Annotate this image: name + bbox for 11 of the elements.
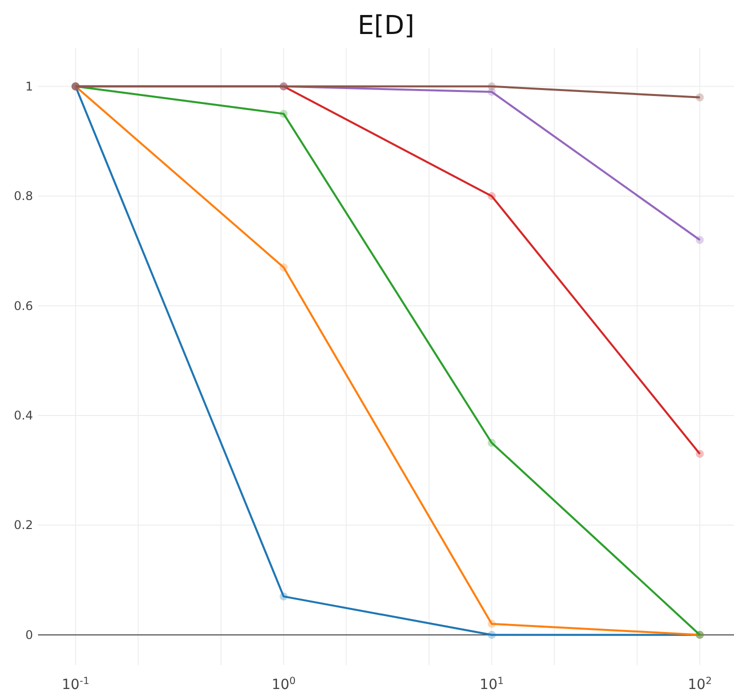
y-tick-label: 1 bbox=[25, 79, 33, 94]
y-tick-label: 0.2 bbox=[14, 518, 33, 532]
x-tick-label: 10$^{-1}$ bbox=[62, 676, 90, 693]
y-tick-label: 0.6 bbox=[14, 298, 33, 313]
y-tick-label: 0 bbox=[25, 628, 33, 642]
x-tick-label: 10$^{1}$ bbox=[480, 676, 504, 693]
x-tick-label: 10$^{0}$ bbox=[272, 676, 296, 693]
x-tick-label: 10$^{2}$ bbox=[688, 676, 712, 693]
chart-title: E[D] bbox=[358, 11, 414, 41]
y-tick-label: 0.8 bbox=[14, 189, 33, 204]
y-tick-label: 0.4 bbox=[14, 408, 33, 422]
